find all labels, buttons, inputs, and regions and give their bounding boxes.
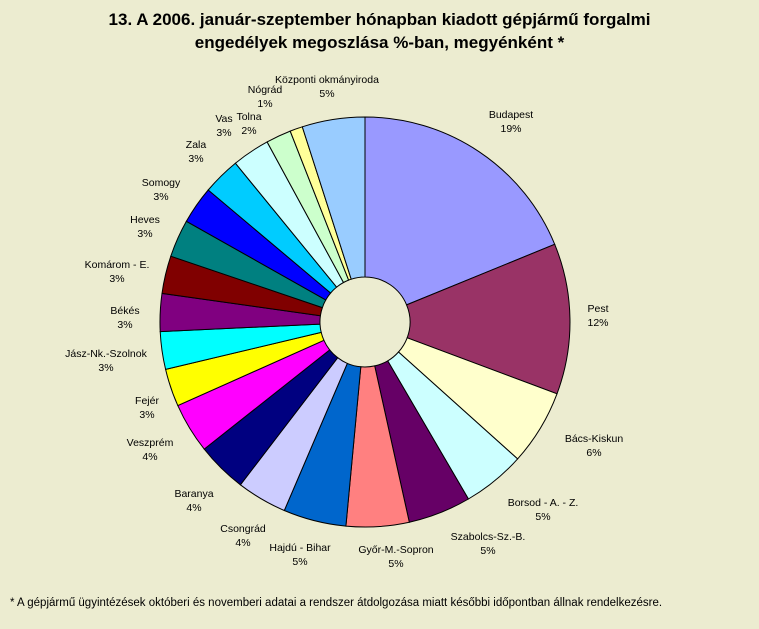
footnote: * A gépjármű ügyintézések októberi és no…: [10, 597, 663, 609]
slice-label-gyor-m-sopron: Győr-M.-Sopron 5%: [358, 544, 433, 570]
slice-label-hajdu-bihar: Hajdú - Bihar 5%: [269, 542, 331, 568]
pie-slice-pest: [405, 243, 571, 395]
slice-label-baranya: Baranya 4%: [174, 488, 213, 514]
chart-title-line-1: 13. A 2006. január-szeptember hónapban k…: [108, 10, 651, 29]
slice-label-bekes: Békés 3%: [110, 305, 139, 331]
slice-label-nograd: Nógrád 1%: [248, 84, 283, 110]
slice-label-kozponti-okmanyiroda: Központi okmányiroda 5%: [275, 74, 379, 100]
slice-label-heves: Heves 3%: [130, 214, 160, 240]
pie-slice-bacs-kiskun: [397, 337, 558, 460]
slice-label-vas: Vas 3%: [215, 113, 232, 139]
slice-label-bacs-kiskun: Bács-Kiskun 6%: [565, 433, 624, 459]
slice-label-csongrad: Csongrád 4%: [220, 523, 266, 549]
slice-label-borsod-a-z: Borsod - A. - Z. 5%: [508, 497, 579, 523]
slice-label-budapest: Budapest 19%: [489, 109, 533, 135]
chart-title-line-2: engedélyek megoszlása %-ban, megyénként …: [194, 33, 565, 52]
slice-label-jasz-nk-szolnok: Jász-Nk.-Szolnok 3%: [65, 348, 147, 374]
pie-slice-budapest: [364, 116, 556, 306]
chart-title: 13. A 2006. január-szeptember hónapban k…: [0, 8, 759, 54]
pie-slice-kozponti-okmanyiroda: [301, 116, 366, 280]
slice-label-komarom-e: Komárom - E. 3%: [85, 259, 150, 285]
slice-label-szabolcs-sz-b: Szabolcs-Sz.-B. 5%: [451, 531, 526, 557]
slice-label-veszprem: Veszprém 4%: [127, 437, 174, 463]
slice-label-pest: Pest 12%: [587, 303, 608, 329]
slice-label-fejer: Fejér 3%: [135, 395, 159, 421]
slice-label-tolna: Tolna 2%: [236, 111, 261, 137]
slice-label-zala: Zala 3%: [186, 139, 207, 165]
slice-label-somogy: Somogy 3%: [142, 177, 181, 203]
